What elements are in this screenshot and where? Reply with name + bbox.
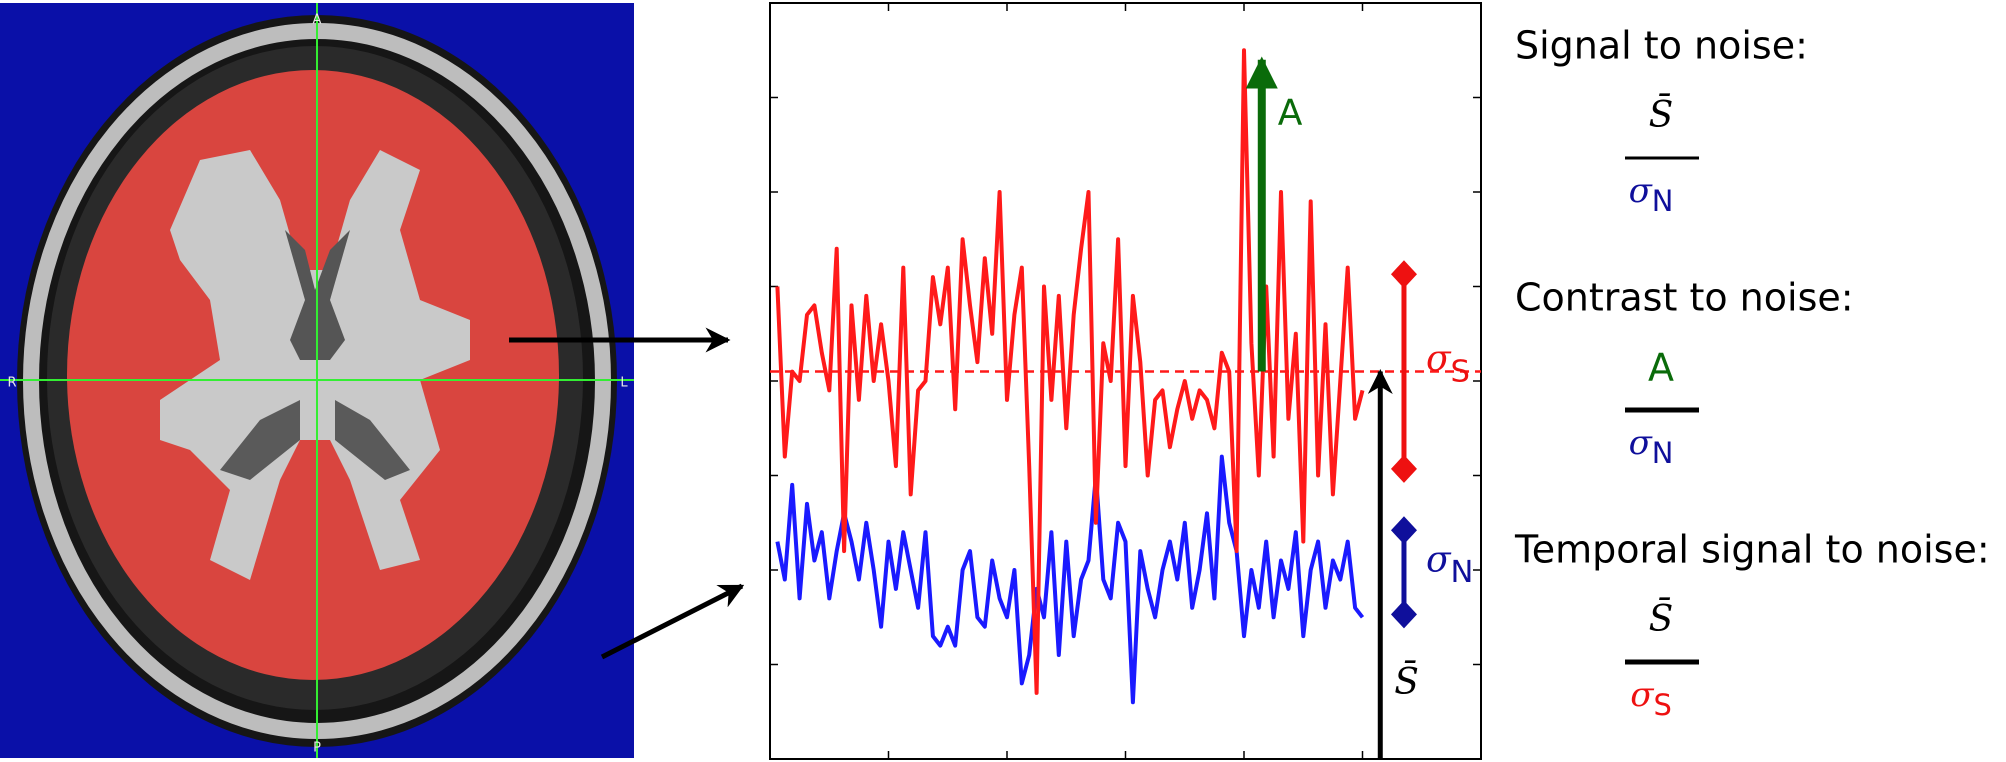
symbol: σ: [1629, 171, 1653, 211]
symbol: σ: [1426, 339, 1452, 380]
symbol-label: σN: [1629, 171, 1674, 218]
numerator: S̄: [1649, 93, 1674, 136]
sigma-marker: [1390, 516, 1417, 545]
symbol-label: σS: [1630, 675, 1672, 722]
symbol-label: σN: [1426, 539, 1473, 589]
ventricle: [220, 400, 410, 480]
formula-title: Temporal signal to noise:: [1514, 528, 1990, 572]
plot-frame: [769, 2, 1482, 760]
orientation-label: P: [313, 741, 321, 756]
brain-image: A P R L: [0, 3, 634, 758]
formula-title: Contrast to noise:: [1515, 276, 1854, 320]
data-line: [775, 454, 1365, 705]
sigma-marker: [1390, 600, 1417, 629]
orientation-label: A: [313, 13, 322, 28]
symbol-label: σN: [1629, 423, 1674, 470]
numerator: A: [1648, 346, 1674, 390]
symbol: σ: [1629, 423, 1653, 463]
amplitude-label: A: [1278, 93, 1303, 134]
subscript: S: [1653, 688, 1671, 722]
sigma-marker: [1390, 454, 1417, 483]
numerator: S̄: [1649, 597, 1674, 640]
mean-arrow-label: S̄: [1394, 660, 1419, 703]
subscript: N: [1652, 184, 1674, 218]
symbol: σ: [1426, 539, 1452, 580]
orientation-label: L: [620, 376, 628, 391]
subscript: S: [1451, 354, 1470, 389]
sigma-marker: [1390, 260, 1417, 289]
symbol-label: σS: [1426, 339, 1470, 389]
subscript: N: [1451, 555, 1474, 590]
orientation-label: R: [7, 376, 16, 391]
pointer-arrow: [600, 583, 745, 660]
formula-title: Signal to noise:: [1515, 24, 1808, 68]
symbol: σ: [1630, 675, 1654, 715]
subscript: N: [1652, 436, 1674, 470]
